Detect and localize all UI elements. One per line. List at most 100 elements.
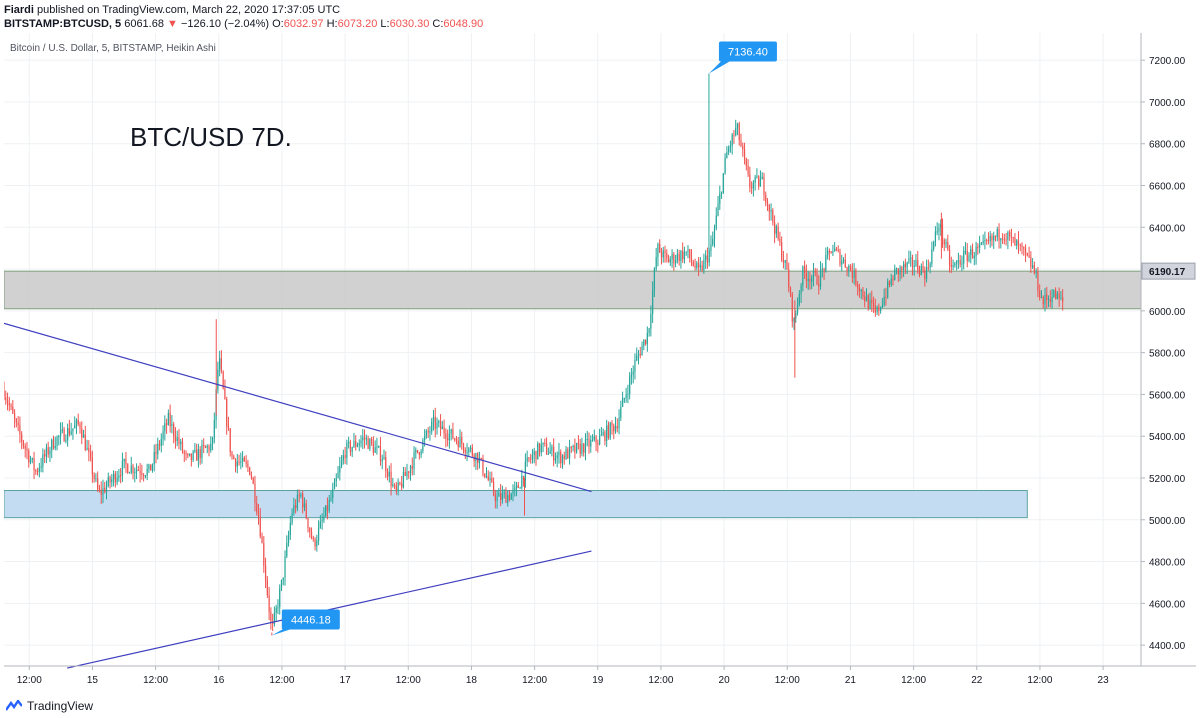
- price-change: −126.10 (−2.04%): [180, 18, 270, 30]
- candle-up: [213, 419, 215, 438]
- candle-down: [238, 461, 240, 463]
- candle-up: [807, 278, 809, 281]
- candle-up: [627, 393, 629, 395]
- candle-down: [766, 202, 769, 205]
- candle-down: [597, 442, 599, 445]
- candle-up: [56, 436, 58, 447]
- price-tick-label: 4400.00: [1149, 641, 1186, 652]
- candle-up: [934, 231, 937, 243]
- candle-down: [21, 434, 23, 442]
- candle-down: [738, 123, 740, 141]
- candle-down: [1058, 293, 1060, 299]
- candle-down: [682, 250, 684, 260]
- candle-up: [54, 446, 56, 449]
- candle-up: [643, 339, 645, 346]
- candle-down: [462, 443, 465, 450]
- candle-up: [984, 239, 986, 242]
- candle-up: [441, 426, 443, 430]
- candle-up: [409, 466, 412, 473]
- candle-up: [980, 243, 982, 245]
- chart-area[interactable]: 7200.007000.006800.006600.006400.006200.…: [3, 33, 1196, 694]
- candle-up: [957, 260, 960, 262]
- candle-down: [1028, 255, 1030, 258]
- candle-down: [927, 267, 929, 269]
- candle-down: [68, 428, 71, 435]
- candle-up: [531, 455, 534, 459]
- candle-up: [468, 448, 470, 453]
- candle-down: [268, 595, 270, 612]
- candle-down: [1023, 246, 1025, 249]
- candle-up: [731, 134, 733, 146]
- candle-up: [148, 464, 150, 470]
- candle-down: [947, 242, 949, 250]
- candle-down: [742, 146, 744, 150]
- candle-up: [620, 407, 622, 418]
- candle-up: [59, 430, 62, 437]
- candle-down: [777, 226, 779, 239]
- candle-up: [469, 447, 472, 449]
- candle-up: [952, 265, 954, 267]
- candle-down: [987, 240, 990, 242]
- candle-up: [606, 425, 608, 442]
- candle-up: [236, 461, 238, 467]
- candle-up: [556, 455, 558, 459]
- candle-down: [226, 399, 228, 426]
- candle-down: [673, 254, 675, 264]
- candle-up: [438, 421, 440, 423]
- candle-down: [694, 265, 696, 268]
- candle-up: [340, 460, 343, 467]
- candle-up: [625, 394, 627, 399]
- candle-up: [565, 449, 567, 459]
- candle-up: [929, 263, 931, 268]
- candle-down: [1039, 291, 1041, 298]
- candle-down: [740, 140, 742, 147]
- candle-down: [109, 477, 111, 483]
- candle-up: [572, 445, 574, 448]
- candle-down: [871, 299, 873, 304]
- candle-up: [533, 451, 535, 456]
- candle-down: [143, 474, 145, 476]
- candle-up: [933, 242, 935, 249]
- current-price-label: 6190.17: [1149, 267, 1186, 278]
- candle-up: [42, 454, 44, 467]
- candle-down: [781, 242, 783, 260]
- candle-up: [475, 453, 477, 462]
- candle-up: [970, 248, 972, 256]
- candle-up: [724, 158, 726, 174]
- candle-down: [567, 449, 569, 459]
- candle-up: [591, 439, 594, 441]
- time-tick-label: 23: [1098, 675, 1110, 686]
- candle-down: [837, 249, 839, 251]
- candle-down: [231, 452, 233, 457]
- time-tick-label: 12:00: [1027, 675, 1052, 686]
- candle-down: [454, 438, 456, 440]
- candle-up: [431, 421, 433, 432]
- candle-down: [1062, 297, 1064, 302]
- price-chart[interactable]: 7200.007000.006800.006600.006400.006200.…: [3, 33, 1196, 694]
- candle-down: [208, 446, 210, 451]
- price-tick-label: 4800.00: [1149, 558, 1186, 569]
- candle-up: [938, 228, 940, 232]
- candle-down: [247, 463, 249, 468]
- candle-up: [358, 443, 360, 446]
- candle-up: [621, 398, 624, 408]
- candle-up: [192, 451, 194, 461]
- footer: TradingView: [5, 697, 93, 715]
- candle-up: [853, 270, 855, 278]
- candle-up: [521, 476, 523, 488]
- time-tick-label: 12:00: [143, 675, 168, 686]
- candle-up: [802, 266, 804, 286]
- candle-up: [397, 482, 399, 491]
- candle-up: [466, 452, 468, 454]
- candle-up: [316, 540, 318, 547]
- candle-down: [477, 453, 479, 464]
- candle-up: [842, 259, 845, 262]
- candle-up: [703, 259, 705, 271]
- candle-up: [157, 443, 159, 455]
- candle-down: [24, 446, 26, 449]
- candle-down: [851, 270, 853, 278]
- candle-down: [390, 471, 392, 487]
- candle-up: [374, 447, 376, 453]
- candle-up: [333, 481, 336, 490]
- candle-up: [963, 250, 965, 264]
